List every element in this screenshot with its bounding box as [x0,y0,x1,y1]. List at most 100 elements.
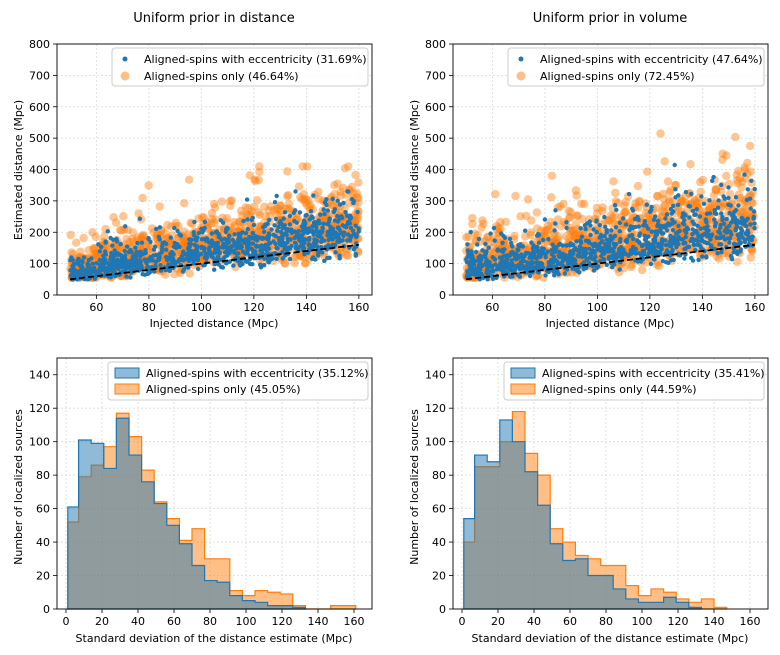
point-aligned-spins [556,202,565,211]
point-eccentricity [209,231,215,236]
point-aligned-spins [723,247,733,256]
point-aligned-spins [260,202,269,211]
point-eccentricity [599,253,604,259]
point-aligned-spins [255,210,264,220]
point-eccentricity [175,228,180,234]
point-aligned-spins [306,200,315,209]
point-eccentricity [501,268,507,273]
point-eccentricity [195,258,200,263]
point-eccentricity [730,218,736,223]
point-eccentricity [199,245,204,250]
point-eccentricity [591,268,597,273]
point-aligned-spins [571,219,581,229]
point-eccentricity [146,270,151,275]
point-aligned-spins [139,232,149,241]
point-aligned-spins [301,194,311,204]
point-eccentricity [282,210,288,215]
point-eccentricity [351,247,357,252]
point-eccentricity [595,247,600,252]
point-eccentricity [340,238,345,243]
legend-label-eccentricity: Aligned-spins with eccentricity (47.64%) [540,53,763,66]
point-aligned-spins [179,239,188,248]
point-eccentricity [664,223,669,229]
point-eccentricity [259,247,264,252]
point-eccentricity [606,241,611,247]
point-eccentricity [104,268,110,273]
point-eccentricity [676,223,681,229]
point-eccentricity [122,259,127,264]
point-eccentricity [90,261,95,266]
point-eccentricity [512,251,517,257]
point-eccentricity [708,237,713,242]
point-aligned-spins [229,217,238,227]
point-aligned-spins [710,199,719,208]
point-eccentricity [578,247,584,252]
point-eccentricity [163,254,169,260]
point-aligned-spins [627,260,636,270]
point-eccentricity [690,258,696,263]
point-aligned-spins [522,211,531,221]
point-eccentricity [171,244,177,249]
point-eccentricity [683,246,688,251]
legend-label-aligned-spins: Aligned-spins only (72.45%) [540,70,695,83]
point-aligned-spins [273,203,282,213]
y-tick-label: 120 [425,402,446,415]
point-eccentricity [319,235,324,241]
x-tick-label: 60 [167,615,181,628]
point-eccentricity [592,250,597,255]
point-eccentricity [134,249,139,254]
point-eccentricity [219,264,224,270]
legend-marker-aligned-spins [516,71,526,81]
point-aligned-spins [244,203,253,213]
point-aligned-spins [643,167,652,176]
point-aligned-spins [709,191,719,200]
point-aligned-spins [611,188,620,198]
point-eccentricity [267,233,272,238]
point-aligned-spins [720,199,729,208]
point-eccentricity [183,257,188,262]
point-eccentricity [553,221,558,226]
point-aligned-spins [296,192,305,202]
point-eccentricity [356,226,361,231]
point-eccentricity [579,234,585,239]
point-aligned-spins [580,199,589,209]
point-eccentricity [123,253,128,258]
y-tick-label: 100 [29,436,50,449]
point-aligned-spins [207,208,217,218]
point-aligned-spins [255,162,264,171]
point-aligned-spins [353,211,363,220]
x-tick-label: 140 [308,615,329,628]
point-eccentricity [312,220,318,225]
point-eccentricity [256,235,262,240]
point-eccentricity [627,227,632,233]
y-tick-label: 60 [36,503,50,516]
point-eccentricity [287,222,293,227]
point-eccentricity [147,258,152,263]
point-aligned-spins [547,171,557,180]
point-eccentricity [164,241,169,247]
point-aligned-spins [314,187,323,196]
point-aligned-spins [111,218,121,227]
point-eccentricity [75,258,80,263]
point-eccentricity [293,189,298,194]
point-eccentricity [690,208,696,213]
point-eccentricity [328,235,333,241]
point-eccentricity [655,218,661,224]
point-aligned-spins [658,207,667,216]
point-aligned-spins [678,197,687,206]
point-eccentricity [617,239,623,244]
point-eccentricity [672,162,677,168]
legend-marker-eccentricity [518,56,524,62]
point-aligned-spins [100,232,109,241]
point-eccentricity [273,216,279,222]
x-tick-label: 100 [587,301,608,314]
point-eccentricity [582,248,587,253]
point-aligned-spins [147,224,157,233]
point-eccentricity [351,198,356,204]
point-eccentricity [534,266,539,271]
point-eccentricity [704,254,709,259]
panel-scatter-volume-prior: Uniform prior in volume Injected distanc… [408,11,687,330]
point-aligned-spins [302,162,312,171]
point-eccentricity [731,250,736,255]
axes-frame [452,357,769,610]
